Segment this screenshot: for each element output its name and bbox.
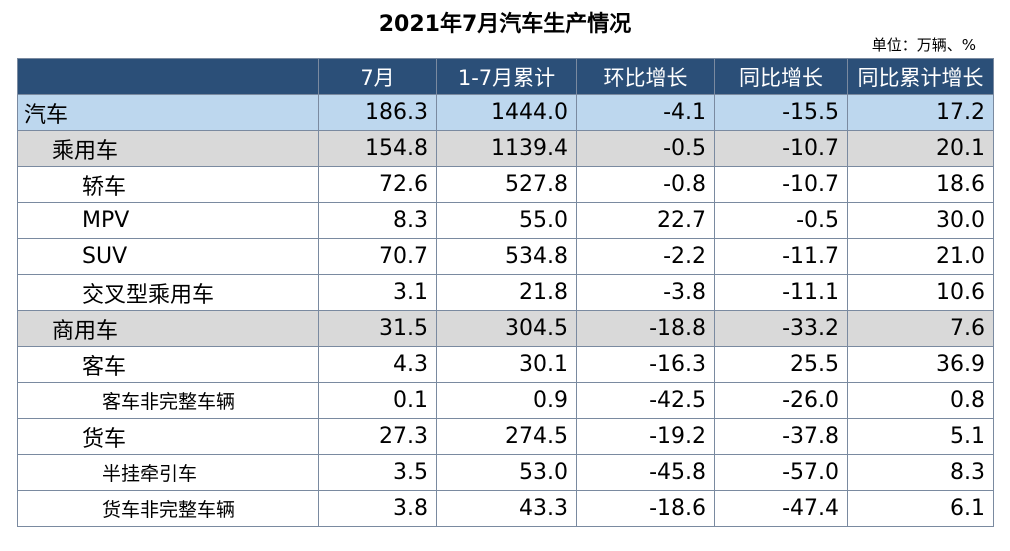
table-row: SUV 70.7 534.8 -2.2 -11.7 21.0	[17, 238, 994, 275]
table-row: 半挂牵引车 3.5 53.0 -45.8 -57.0 8.3	[17, 454, 994, 491]
table-cell: 25.5	[714, 346, 848, 383]
table-cell: 3.1	[318, 274, 437, 311]
table-cell: -11.7	[714, 238, 848, 275]
table-cell: 8.3	[847, 454, 994, 491]
table-cell: 55.0	[436, 202, 577, 239]
table-cell: 21.8	[436, 274, 577, 311]
column-header: 同比累计增长	[847, 58, 994, 95]
table-cell: -42.5	[576, 382, 715, 419]
table-cell: -26.0	[714, 382, 848, 419]
table-cell: -15.5	[714, 94, 848, 131]
table-cell: 17.2	[847, 94, 994, 131]
table-cell: 1444.0	[436, 94, 577, 131]
table-cell: 8.3	[318, 202, 437, 239]
table-cell: 1139.4	[436, 130, 577, 167]
row-label: 汽车	[17, 94, 319, 131]
column-header: 环比增长	[576, 58, 715, 95]
table-row: 交叉型乘用车 3.1 21.8 -3.8 -11.1 10.6	[17, 274, 994, 311]
row-label: 客车	[17, 346, 319, 383]
table-cell: 31.5	[318, 310, 437, 347]
table-row: 乘用车 154.8 1139.4 -0.5 -10.7 20.1	[17, 130, 994, 167]
table-cell: 0.1	[318, 382, 437, 419]
table-cell: 186.3	[318, 94, 437, 131]
table-row: 汽车 186.3 1444.0 -4.1 -15.5 17.2	[17, 94, 994, 131]
table-cell: 304.5	[436, 310, 577, 347]
row-label: 半挂牵引车	[17, 454, 319, 491]
production-table: 7月 1-7月累计 环比增长 同比增长 同比累计增长 汽车 186.3 1444.0…	[17, 58, 994, 527]
column-header	[17, 58, 319, 95]
table-cell: -47.4	[714, 490, 848, 527]
unit-note: 单位：万辆、%	[871, 36, 976, 54]
table-cell: -3.8	[576, 274, 715, 311]
table-cell: 27.3	[318, 418, 437, 455]
table-cell: 72.6	[318, 166, 437, 203]
table-cell: 5.1	[847, 418, 994, 455]
table-cell: 7.6	[847, 310, 994, 347]
table-cell: 36.9	[847, 346, 994, 383]
column-header: 1-7月累计	[436, 58, 577, 95]
table-cell: 274.5	[436, 418, 577, 455]
table-cell: -19.2	[576, 418, 715, 455]
table-row: 商用车 31.5 304.5 -18.8 -33.2 7.6	[17, 310, 994, 347]
table-cell: -0.8	[576, 166, 715, 203]
column-header: 同比增长	[714, 58, 848, 95]
table-cell: 0.9	[436, 382, 577, 419]
table-cell: 10.6	[847, 274, 994, 311]
row-label: 货车非完整车辆	[17, 490, 319, 527]
table-cell: 30.0	[847, 202, 994, 239]
table-cell: 3.8	[318, 490, 437, 527]
table-cell: 30.1	[436, 346, 577, 383]
table-row: 客车非完整车辆 0.1 0.9 -42.5 -26.0 0.8	[17, 382, 994, 419]
table-cell: -18.8	[576, 310, 715, 347]
table-cell: 43.3	[436, 490, 577, 527]
table-row: 客车 4.3 30.1 -16.3 25.5 36.9	[17, 346, 994, 383]
table-cell: -16.3	[576, 346, 715, 383]
row-label: 交叉型乘用车	[17, 274, 319, 311]
table-cell: 20.1	[847, 130, 994, 167]
table-cell: 534.8	[436, 238, 577, 275]
table-cell: -10.7	[714, 166, 848, 203]
row-label: 货车	[17, 418, 319, 455]
table-cell: 6.1	[847, 490, 994, 527]
table-row: 货车非完整车辆 3.8 43.3 -18.6 -47.4 6.1	[17, 490, 994, 527]
table-cell: 18.6	[847, 166, 994, 203]
row-label: 轿车	[17, 166, 319, 203]
table-row: 货车 27.3 274.5 -19.2 -37.8 5.1	[17, 418, 994, 455]
table-cell: 70.7	[318, 238, 437, 275]
table-cell: -11.1	[714, 274, 848, 311]
table-cell: -4.1	[576, 94, 715, 131]
row-label: 乘用车	[17, 130, 319, 167]
table-cell: -2.2	[576, 238, 715, 275]
row-label: 商用车	[17, 310, 319, 347]
table-cell: 527.8	[436, 166, 577, 203]
table-cell: -37.8	[714, 418, 848, 455]
row-label: SUV	[17, 238, 319, 275]
row-label: MPV	[17, 202, 319, 239]
table-cell: 0.8	[847, 382, 994, 419]
table-cell: 154.8	[318, 130, 437, 167]
table-cell: -0.5	[714, 202, 848, 239]
table-cell: -33.2	[714, 310, 848, 347]
table-cell: 21.0	[847, 238, 994, 275]
table-header-row: 7月 1-7月累计 环比增长 同比增长 同比累计增长	[17, 58, 994, 95]
column-header: 7月	[318, 58, 437, 95]
table-cell: 22.7	[576, 202, 715, 239]
row-label: 客车非完整车辆	[17, 382, 319, 419]
table-body: 汽车 186.3 1444.0 -4.1 -15.5 17.2 乘用车 154.8 1139.4…	[17, 94, 994, 527]
table-cell: -10.7	[714, 130, 848, 167]
table-cell: -57.0	[714, 454, 848, 491]
table-cell: -0.5	[576, 130, 715, 167]
table-cell: 53.0	[436, 454, 577, 491]
table-row: MPV 8.3 55.0 22.7 -0.5 30.0	[17, 202, 994, 239]
table-row: 轿车 72.6 527.8 -0.8 -10.7 18.6	[17, 166, 994, 203]
table-cell: -45.8	[576, 454, 715, 491]
table-cell: 4.3	[318, 346, 437, 383]
page-title: 2021年7月汽车生产情况	[378, 12, 632, 37]
table-cell: -18.6	[576, 490, 715, 527]
table-cell: 3.5	[318, 454, 437, 491]
